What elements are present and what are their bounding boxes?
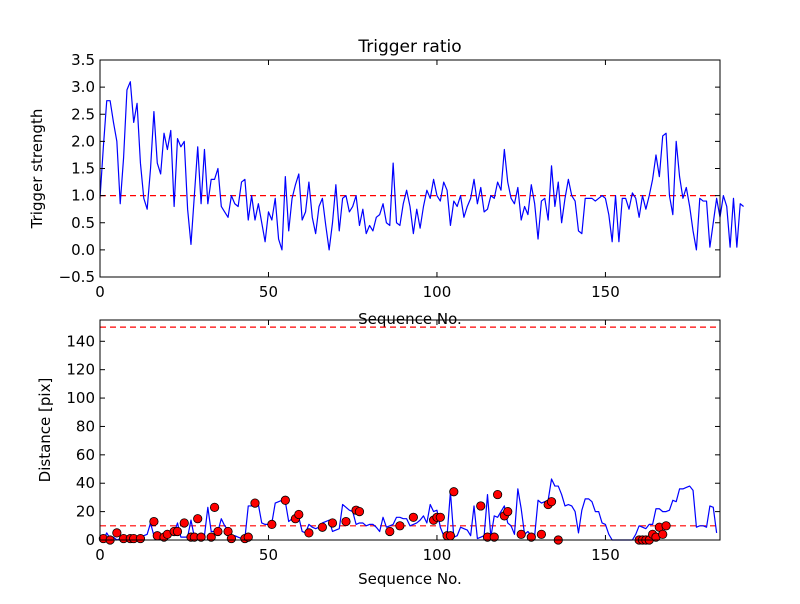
marker-point bbox=[214, 527, 222, 535]
distance-panel: Distance [pix] Sequence No. 0 50 100 150 0 20… bbox=[36, 320, 720, 588]
series-line bbox=[100, 479, 717, 540]
marker-point bbox=[113, 529, 121, 537]
y-tick-label: 140 bbox=[66, 332, 95, 350]
y-tick-label: 60 bbox=[76, 446, 95, 464]
marker-point bbox=[194, 515, 202, 523]
y-tick-label: 1.5 bbox=[71, 160, 95, 178]
y-tick-label: −0.5 bbox=[59, 268, 95, 286]
chart-title: Trigger ratio bbox=[357, 37, 461, 57]
marker-point bbox=[251, 499, 259, 507]
y-axis-label: Distance [pix] bbox=[36, 378, 54, 483]
marker-point bbox=[342, 517, 350, 525]
y-tick-label: 0.5 bbox=[71, 214, 95, 232]
marker-point bbox=[281, 496, 289, 504]
marker-point bbox=[150, 517, 158, 525]
marker-point bbox=[436, 513, 444, 521]
marker-point bbox=[173, 527, 181, 535]
axes-frame bbox=[100, 60, 720, 277]
marker-point bbox=[136, 534, 144, 542]
marker-point bbox=[328, 519, 336, 527]
y-axis-label: Trigger strength bbox=[28, 109, 46, 230]
marker-point bbox=[396, 522, 404, 530]
x-tick-label: 0 bbox=[95, 546, 105, 564]
marker-point bbox=[517, 530, 525, 538]
x-tick-label: 0 bbox=[95, 283, 105, 301]
x-tick-label: 100 bbox=[423, 546, 452, 564]
marker-point bbox=[477, 502, 485, 510]
x-tick-label: 150 bbox=[591, 283, 620, 301]
y-tick-label: 3.0 bbox=[71, 78, 95, 96]
y-tick-label: 40 bbox=[76, 474, 95, 492]
y-tick-label: 20 bbox=[76, 503, 95, 521]
marker-point bbox=[446, 532, 454, 540]
marker-point bbox=[268, 520, 276, 528]
marker-point bbox=[355, 507, 363, 515]
y-tick-label: 2.0 bbox=[71, 132, 95, 150]
marker-point bbox=[537, 530, 545, 538]
trigger-ratio-panel: Trigger ratio Trigger strength Sequence … bbox=[28, 37, 744, 328]
y-tick-label: 3.5 bbox=[71, 51, 95, 69]
marker-point bbox=[547, 497, 555, 505]
x-tick-label: 150 bbox=[591, 546, 620, 564]
marker-point bbox=[295, 510, 303, 518]
y-tick-label: 2.5 bbox=[71, 105, 95, 123]
marker-point bbox=[210, 503, 218, 511]
x-tick-label: 100 bbox=[423, 283, 452, 301]
y-tick-label: 120 bbox=[66, 361, 95, 379]
marker-point bbox=[305, 529, 313, 537]
axes-frame bbox=[100, 320, 720, 540]
y-tick-label: 0 bbox=[85, 531, 95, 549]
marker-point bbox=[662, 522, 670, 530]
series-line bbox=[100, 82, 744, 250]
y-tick-label: 100 bbox=[66, 389, 95, 407]
x-axis-label: Sequence No. bbox=[358, 310, 462, 328]
y-tick-label: 0.0 bbox=[71, 241, 95, 259]
marker-point bbox=[450, 488, 458, 496]
marker-point bbox=[504, 507, 512, 515]
x-tick-label: 50 bbox=[259, 546, 278, 564]
y-tick-label: 80 bbox=[76, 417, 95, 435]
marker-point bbox=[659, 530, 667, 538]
marker-point bbox=[318, 523, 326, 531]
marker-point bbox=[227, 534, 235, 542]
marker-point bbox=[180, 519, 188, 527]
marker-point bbox=[386, 527, 394, 535]
marker-point bbox=[409, 513, 417, 521]
x-axis-label: Sequence No. bbox=[358, 570, 462, 588]
y-tick-label: 1.0 bbox=[71, 187, 95, 205]
marker-point bbox=[493, 490, 501, 498]
x-tick-label: 50 bbox=[259, 283, 278, 301]
